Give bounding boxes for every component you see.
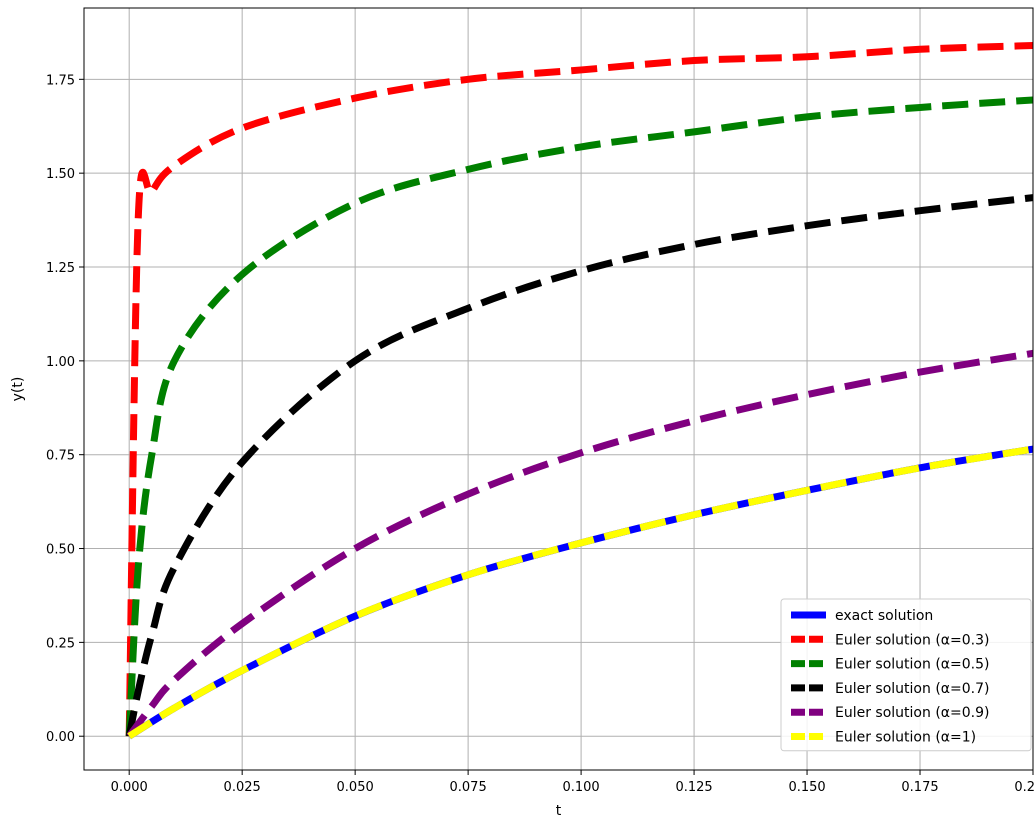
x-tick-label: 0.175	[901, 780, 938, 795]
series-line-1	[125, 42, 1033, 737]
y-tick-label: 0.25	[46, 636, 75, 651]
y-tick-label: 1.00	[46, 355, 75, 370]
x-tick-label: 0.025	[224, 780, 261, 795]
y-tick-label: 0.00	[46, 730, 75, 745]
x-tick-label: 0.125	[675, 780, 712, 795]
series-line-2	[125, 96, 1033, 737]
x-tick-label: 0.075	[450, 780, 487, 795]
legend-box	[780, 598, 1032, 752]
y-tick-label: 0.50	[46, 543, 75, 558]
x-tick-label: 0.150	[788, 780, 825, 795]
legend-label: Euler solution (α=0.3)	[835, 632, 989, 648]
x-tick-label: 0.050	[337, 780, 374, 795]
x-tick-label: 0.200	[1014, 780, 1036, 795]
legend-label: Euler solution (α=0.5)	[835, 657, 989, 673]
legend-label: Euler solution (α=0.9)	[835, 705, 989, 721]
y-tick-label: 1.50	[46, 167, 75, 182]
x-tick-label: 0.100	[562, 780, 599, 795]
legend-label: Euler solution (α=1)	[835, 730, 976, 746]
legend-label: exact solution	[835, 608, 933, 624]
x-tick-label: 0.000	[111, 780, 148, 795]
plot-frame	[83, 7, 1034, 771]
y-tick-label: 1.75	[46, 73, 75, 88]
legend: exact solution Euler solution (α=0.3) Eule…	[780, 598, 1032, 752]
legend-label: Euler solution (α=0.7)	[835, 681, 989, 697]
series-line-5	[127, 445, 1033, 740]
axis-ticks: 0.000 0.025 0.050 0.075 0.100 0.125 0.150 0.175…	[46, 73, 1036, 795]
series-line-3	[125, 194, 1033, 737]
y-tick-label: 1.25	[46, 261, 75, 276]
series-line-4	[126, 349, 1033, 739]
y-axis-label: y(t)	[10, 377, 26, 402]
y-tick-label: 0.75	[46, 449, 75, 464]
series-lines	[125, 42, 1033, 740]
x-axis-label: t	[556, 803, 562, 819]
